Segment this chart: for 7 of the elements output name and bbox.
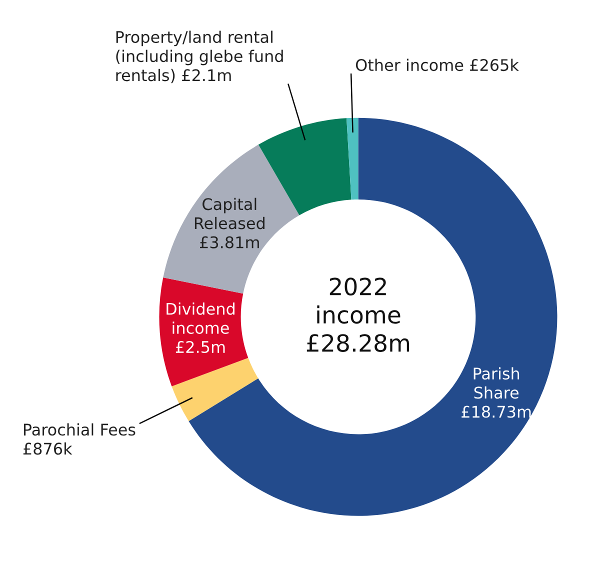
slice-label: Parochial Fees £876k — [23, 423, 136, 455]
slice-label: Parish Share £18.73m — [462, 367, 531, 418]
slice-label: Capital Released £3.81m — [194, 198, 264, 248]
slice-label: Dividend income £2.5m — [166, 302, 234, 354]
text: 2022 income £28.28m — [306, 278, 410, 352]
slice-label: Property/land rental (including glebe fund rentals) £2.1m — [116, 30, 283, 84]
slice-label: Other income £265k — [356, 58, 519, 72]
